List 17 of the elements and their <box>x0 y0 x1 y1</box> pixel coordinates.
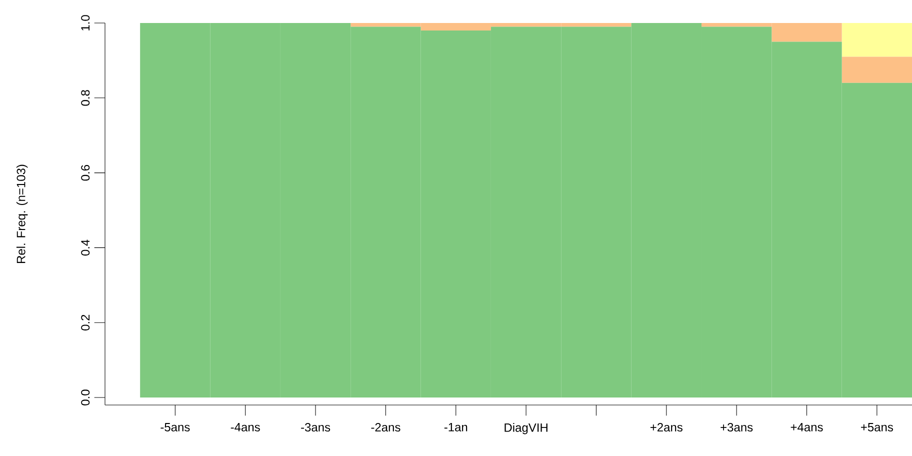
x-tick-label: -1an <box>444 423 468 432</box>
y-tick-label: 0.4 <box>81 240 90 256</box>
x-tick-label: +5ans <box>861 423 893 432</box>
x-tick-label: -4ans <box>230 423 260 432</box>
y-axis-title: Rel. Freq. (n=103) <box>16 164 28 263</box>
x-tick-label: -5ans <box>160 423 190 432</box>
y-tick-label: 0.2 <box>81 314 90 330</box>
y-tick-label: 1.0 <box>81 15 90 30</box>
x-tick-label: -3ans <box>301 423 330 432</box>
x-tick-label: -2ans <box>371 423 400 432</box>
x-tick-label: +3ans <box>720 423 753 432</box>
y-tick-label: 0.0 <box>81 390 90 406</box>
x-tick-label: DiagVIH <box>504 423 548 434</box>
x-tick-label: +4ans <box>790 423 823 432</box>
y-tick-label: 0.8 <box>81 90 90 106</box>
y-tick-label: 0.6 <box>81 164 90 181</box>
x-tick-label: +2ans <box>650 423 682 432</box>
